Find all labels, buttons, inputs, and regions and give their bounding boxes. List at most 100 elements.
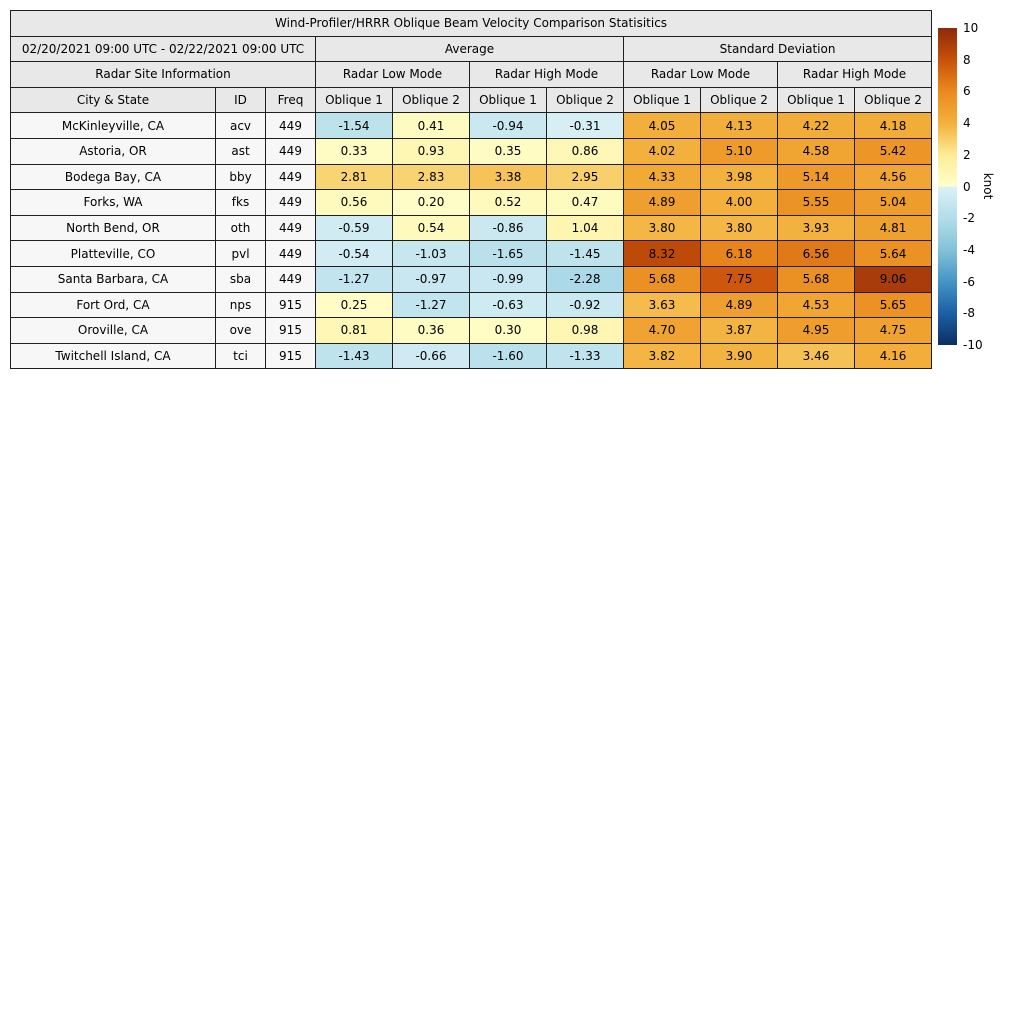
value-cell: 5.68 — [778, 266, 855, 292]
city-state-cell: McKinleyville, CA — [11, 113, 216, 139]
col-header-id: ID — [216, 87, 266, 113]
value-cell: 2.81 — [316, 164, 393, 190]
table-body: McKinleyville, CAacv449-1.540.41-0.94-0.… — [11, 113, 932, 369]
value-cell: 5.68 — [624, 266, 701, 292]
table-row: Twitchell Island, CAtci915-1.43-0.66-1.6… — [11, 343, 932, 369]
value-cell: 4.33 — [624, 164, 701, 190]
col-header-oblique2: Oblique 2 — [547, 87, 624, 113]
value-cell: -1.03 — [393, 241, 470, 267]
value-cell: -1.45 — [547, 241, 624, 267]
value-cell: 3.82 — [624, 343, 701, 369]
value-cell: 4.75 — [855, 318, 932, 344]
value-cell: -0.99 — [470, 266, 547, 292]
value-cell: 4.53 — [778, 292, 855, 318]
value-cell: 0.93 — [393, 138, 470, 164]
value-cell: 0.33 — [316, 138, 393, 164]
city-state-cell: Bodega Bay, CA — [11, 164, 216, 190]
colorbar-tick-label: -6 — [963, 276, 975, 288]
value-cell: 4.00 — [701, 190, 778, 216]
value-cell: 7.75 — [701, 266, 778, 292]
value-cell: -0.97 — [393, 266, 470, 292]
colorbar-tick-label: -4 — [963, 244, 975, 256]
value-cell: 9.06 — [855, 266, 932, 292]
table-row: Forks, WAfks4490.560.200.520.474.894.005… — [11, 190, 932, 216]
col-header-oblique1: Oblique 1 — [778, 87, 855, 113]
site-id-cell: pvl — [216, 241, 266, 267]
value-cell: -1.27 — [393, 292, 470, 318]
colorbar-unit-label: knot — [981, 173, 995, 200]
value-cell: 4.16 — [855, 343, 932, 369]
value-cell: 2.95 — [547, 164, 624, 190]
value-cell: -0.86 — [470, 215, 547, 241]
value-cell: 0.54 — [393, 215, 470, 241]
table-row: McKinleyville, CAacv449-1.540.41-0.94-0.… — [11, 113, 932, 139]
value-cell: 4.05 — [624, 113, 701, 139]
value-cell: -0.31 — [547, 113, 624, 139]
col-header-freq: Freq — [266, 87, 316, 113]
value-cell: 5.55 — [778, 190, 855, 216]
table-row: Santa Barbara, CAsba449-1.27-0.97-0.99-2… — [11, 266, 932, 292]
value-cell: 2.83 — [393, 164, 470, 190]
value-cell: 5.65 — [855, 292, 932, 318]
city-state-cell: Astoria, OR — [11, 138, 216, 164]
avg-high-mode-header: Radar High Mode — [470, 62, 624, 88]
avg-low-mode-header: Radar Low Mode — [316, 62, 470, 88]
sd-low-mode-header: Radar Low Mode — [624, 62, 778, 88]
value-cell: 4.02 — [624, 138, 701, 164]
group-header-average: Average — [316, 36, 624, 62]
table-row: Astoria, ORast4490.330.930.350.864.025.1… — [11, 138, 932, 164]
colorbar-tick-label: 6 — [963, 85, 971, 97]
value-cell: 0.56 — [316, 190, 393, 216]
value-cell: 3.87 — [701, 318, 778, 344]
table-row: North Bend, ORoth449-0.590.54-0.861.043.… — [11, 215, 932, 241]
site-id-cell: ast — [216, 138, 266, 164]
city-state-cell: Twitchell Island, CA — [11, 343, 216, 369]
figure: Wind-Profiler/HRRR Oblique Beam Velocity… — [0, 0, 1024, 400]
table-row: Platteville, COpvl449-0.54-1.03-1.65-1.4… — [11, 241, 932, 267]
value-cell: -2.28 — [547, 266, 624, 292]
colorbar-tick-label: 0 — [963, 181, 971, 193]
value-cell: 4.56 — [855, 164, 932, 190]
table-title: Wind-Profiler/HRRR Oblique Beam Velocity… — [11, 11, 932, 37]
freq-cell: 449 — [266, 164, 316, 190]
site-id-cell: ove — [216, 318, 266, 344]
freq-cell: 449 — [266, 215, 316, 241]
value-cell: -0.94 — [470, 113, 547, 139]
colorbar-tick-label: -2 — [963, 212, 975, 224]
value-cell: -1.60 — [470, 343, 547, 369]
colorbar-tick-label: -8 — [963, 307, 975, 319]
value-cell: 4.89 — [624, 190, 701, 216]
value-cell: 4.95 — [778, 318, 855, 344]
value-cell: 6.56 — [778, 241, 855, 267]
value-cell: -1.33 — [547, 343, 624, 369]
value-cell: 3.46 — [778, 343, 855, 369]
value-cell: 0.36 — [393, 318, 470, 344]
freq-cell: 449 — [266, 113, 316, 139]
value-cell: 4.13 — [701, 113, 778, 139]
freq-cell: 449 — [266, 266, 316, 292]
value-cell: 0.98 — [547, 318, 624, 344]
value-cell: 5.42 — [855, 138, 932, 164]
value-cell: 8.32 — [624, 241, 701, 267]
value-cell: -1.27 — [316, 266, 393, 292]
value-cell: -0.66 — [393, 343, 470, 369]
value-cell: 4.70 — [624, 318, 701, 344]
col-header-oblique2: Oblique 2 — [393, 87, 470, 113]
value-cell: 6.18 — [701, 241, 778, 267]
site-id-cell: bby — [216, 164, 266, 190]
freq-cell: 915 — [266, 292, 316, 318]
colorbar-tick-label: -10 — [963, 339, 983, 351]
value-cell: -1.65 — [470, 241, 547, 267]
city-state-cell: Oroville, CA — [11, 318, 216, 344]
site-id-cell: sba — [216, 266, 266, 292]
value-cell: 4.58 — [778, 138, 855, 164]
value-cell: 3.93 — [778, 215, 855, 241]
colorbar — [938, 28, 957, 345]
value-cell: 4.89 — [701, 292, 778, 318]
date-range: 02/20/2021 09:00 UTC - 02/22/2021 09:00 … — [11, 36, 316, 62]
value-cell: 0.35 — [470, 138, 547, 164]
value-cell: 3.98 — [701, 164, 778, 190]
value-cell: -0.54 — [316, 241, 393, 267]
value-cell: 0.20 — [393, 190, 470, 216]
table-row: Bodega Bay, CAbby4492.812.833.382.954.33… — [11, 164, 932, 190]
